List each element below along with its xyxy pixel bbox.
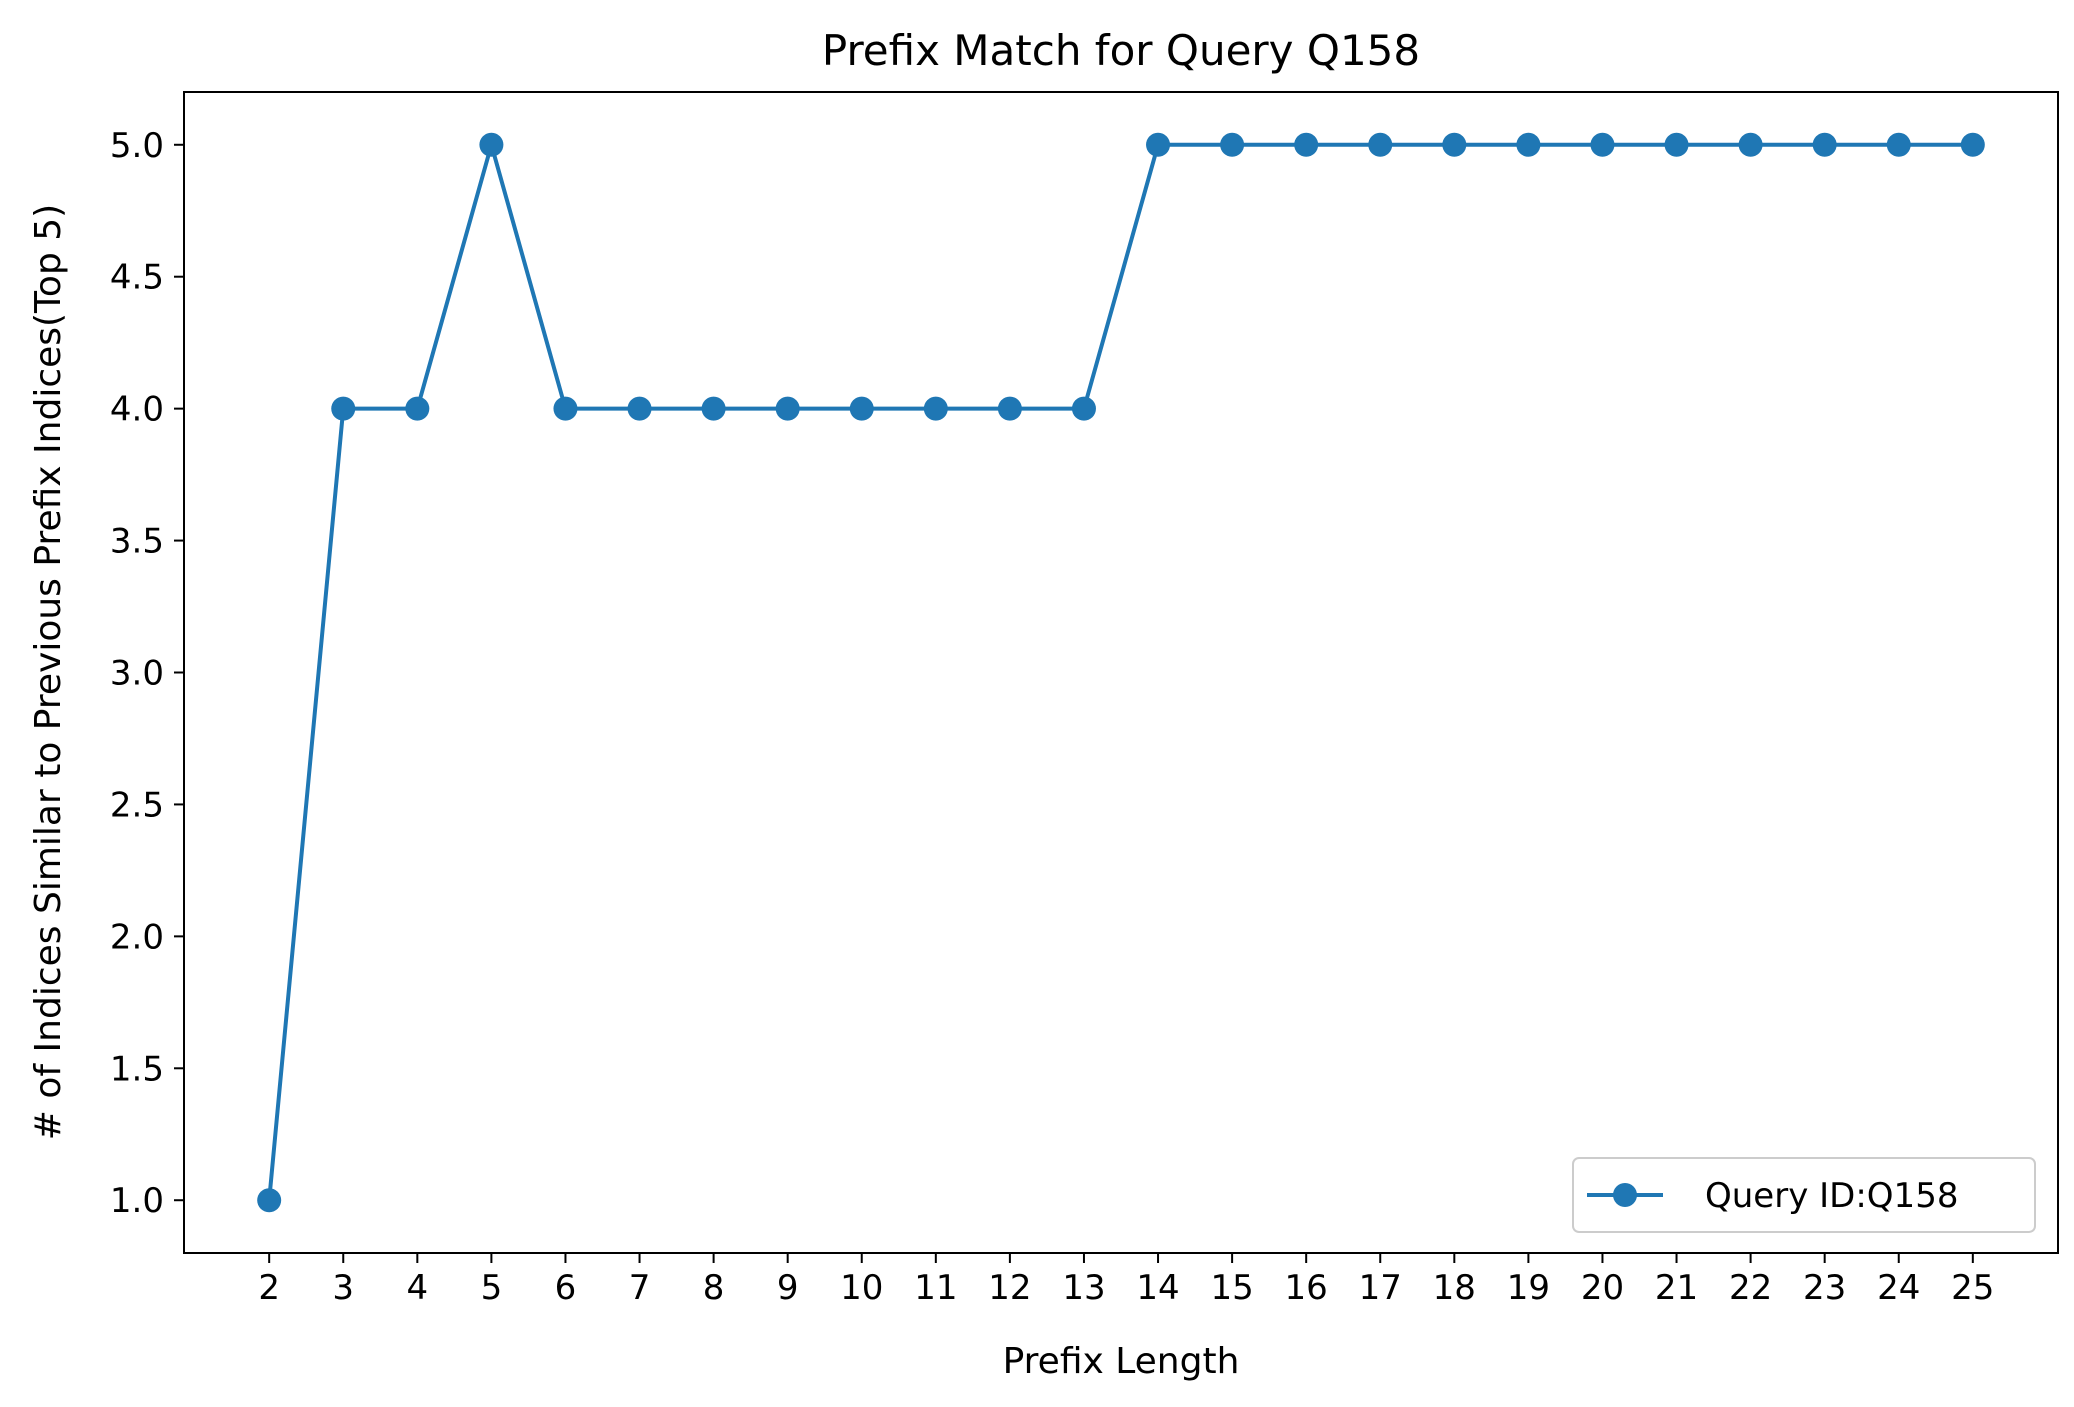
y-tick-label: 1.0 <box>110 1181 164 1221</box>
legend-marker-swatch <box>1613 1183 1637 1207</box>
y-tick-label: 3.0 <box>110 654 164 694</box>
data-point <box>553 396 578 421</box>
data-point <box>1516 132 1541 157</box>
x-axis-label: Prefix Length <box>1003 1341 1240 1382</box>
x-tick-label: 11 <box>914 1268 957 1308</box>
x-tick-label: 9 <box>777 1268 799 1308</box>
data-point <box>1812 132 1837 157</box>
data-point <box>1886 132 1911 157</box>
data-point <box>1590 132 1615 157</box>
series-line <box>267 142 1973 1201</box>
data-point <box>1071 396 1096 421</box>
data-point <box>257 1188 282 1213</box>
data-point <box>923 396 948 421</box>
y-tick-label: 2.0 <box>110 917 164 957</box>
data-point <box>1220 132 1245 157</box>
x-tick-label: 19 <box>1507 1268 1550 1308</box>
y-axis-label: # of Indices Similar to Previous Prefix … <box>28 204 69 1140</box>
x-tick-label: 18 <box>1433 1268 1476 1308</box>
y-tick-label: 3.5 <box>110 522 164 562</box>
plot-area <box>183 91 2059 1254</box>
x-tick-label: 6 <box>555 1268 577 1308</box>
data-point <box>701 396 726 421</box>
x-tick-label: 16 <box>1285 1268 1328 1308</box>
data-point <box>775 396 800 421</box>
data-point <box>479 132 504 157</box>
legend-entry-label: Query ID:Q158 <box>1705 1176 1958 1216</box>
x-tick-label: 7 <box>629 1268 651 1308</box>
data-point <box>1294 132 1319 157</box>
x-tick-label: 17 <box>1359 1268 1402 1308</box>
data-point <box>1664 132 1689 157</box>
x-tick-label: 15 <box>1210 1268 1253 1308</box>
y-tick-label: 4.0 <box>110 390 164 430</box>
data-point <box>1368 132 1393 157</box>
x-tick-label: 5 <box>481 1268 503 1308</box>
data-point <box>997 396 1022 421</box>
x-tick-label: 14 <box>1136 1268 1179 1308</box>
data-point <box>1442 132 1467 157</box>
y-axis: 1.0 1.5 2.0 2.5 3.0 3.5 4.0 4.5 5.0 <box>110 126 184 1221</box>
x-tick-label: 20 <box>1581 1268 1624 1308</box>
x-tick-label: 13 <box>1062 1268 1105 1308</box>
x-tick-label: 22 <box>1729 1268 1772 1308</box>
series-layer <box>257 132 1985 1213</box>
data-point <box>627 396 652 421</box>
x-tick-label: 25 <box>1951 1268 1994 1308</box>
y-tick-label: 2.5 <box>110 785 164 825</box>
x-tick-label: 24 <box>1877 1268 1920 1308</box>
y-tick-label: 5.0 <box>110 126 164 166</box>
data-point <box>1960 132 1985 157</box>
x-tick-label: 3 <box>332 1268 354 1308</box>
x-tick-label: 4 <box>407 1268 429 1308</box>
legend: Query ID:Q158 <box>1572 1157 2036 1233</box>
legend-box <box>1572 1157 2036 1233</box>
data-point <box>1738 132 1763 157</box>
data-point <box>1146 132 1171 157</box>
x-tick-label: 12 <box>988 1268 1031 1308</box>
chart-title: Prefix Match for Query Q158 <box>822 26 1420 75</box>
data-point <box>849 396 874 421</box>
data-point <box>331 396 356 421</box>
x-tick-label: 23 <box>1803 1268 1846 1308</box>
x-tick-label: 8 <box>703 1268 725 1308</box>
x-tick-label: 21 <box>1655 1268 1698 1308</box>
x-tick-label: 2 <box>258 1268 280 1308</box>
x-tick-label: 10 <box>840 1268 883 1308</box>
y-tick-label: 4.5 <box>110 258 164 298</box>
data-point <box>405 396 430 421</box>
x-axis: 2 3 4 5 6 7 8 9 10 11 12 13 14 15 16 17 18 19 20 21 22 23 24 25 <box>258 1253 1994 1308</box>
y-tick-label: 1.5 <box>110 1049 164 1089</box>
